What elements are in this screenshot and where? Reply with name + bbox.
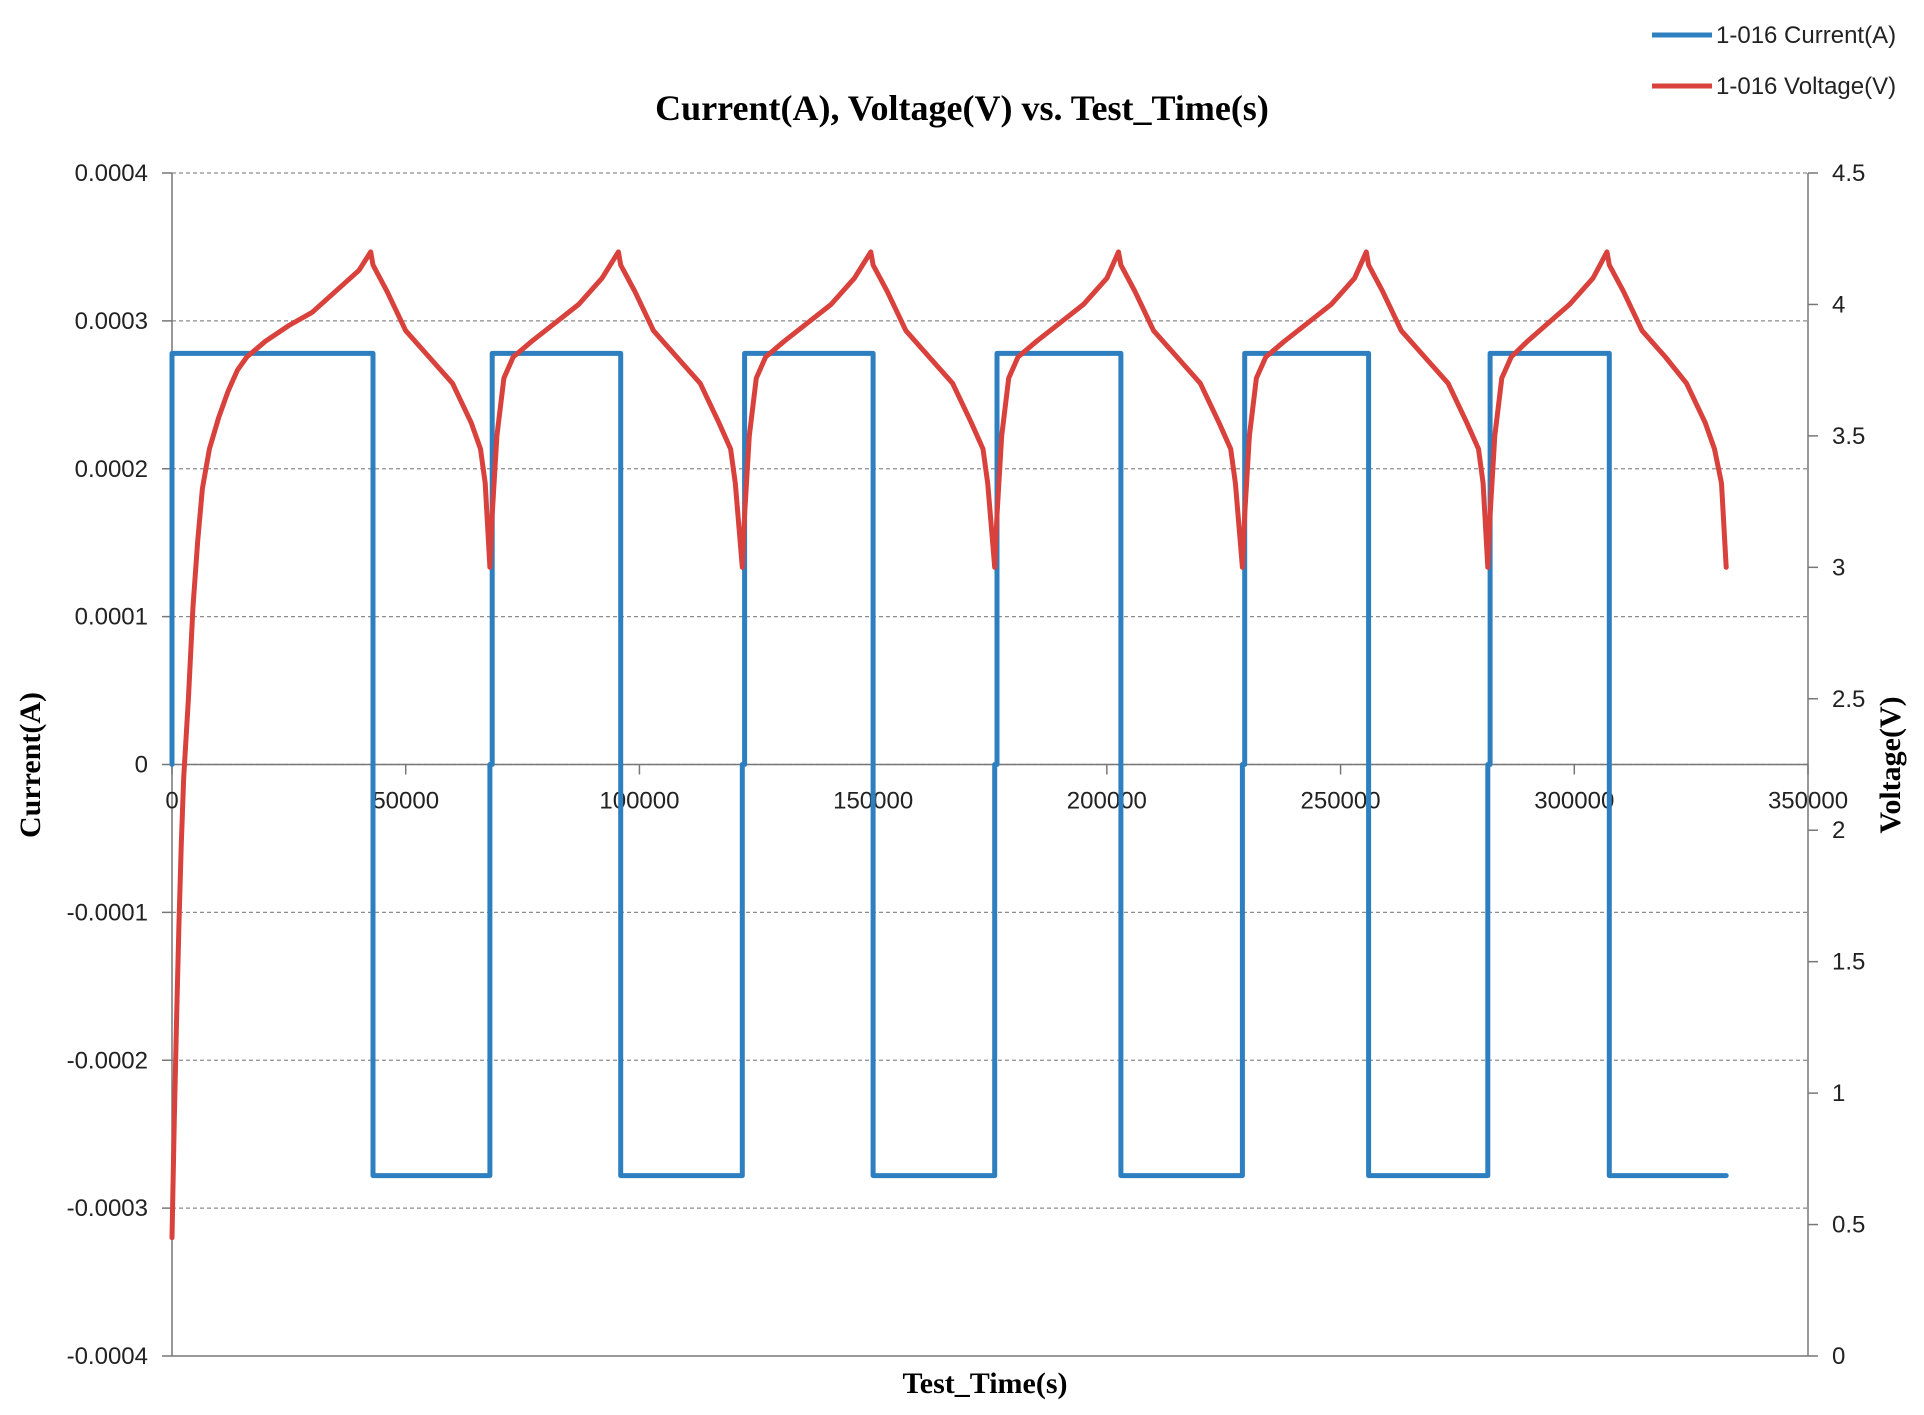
y-tick-label: -0.0001	[67, 899, 148, 926]
y2-tick-label: 4	[1832, 291, 1845, 318]
y-tick-label: 0.0001	[75, 604, 148, 631]
y2-tick-label: 2.5	[1832, 686, 1865, 713]
y-tick-label: 0.0003	[75, 308, 148, 335]
y-axis-label: Current(A)	[14, 692, 47, 838]
y2-tick-labels: 0 0.5 1 1.5 2 2.5 3 3.5 4 4.5	[1832, 160, 1865, 1370]
y-tick-label: 0	[135, 752, 148, 779]
y-tick-label: 0.0002	[75, 456, 148, 483]
y-tick-label: -0.0002	[67, 1047, 148, 1074]
y2-tick-label: 2	[1832, 817, 1845, 844]
legend: 1-016 Current(A) 1-016 Voltage(V)	[1652, 22, 1896, 100]
x-tick-label: 350000	[1768, 788, 1848, 815]
y2-tick-label: 3	[1832, 554, 1845, 581]
legend-label-current: 1-016 Current(A)	[1716, 22, 1896, 49]
x-tick-label: 0	[165, 788, 178, 815]
y2-axis-label: Voltage(V)	[1874, 696, 1907, 833]
series-line-current	[169, 350, 1729, 1179]
y2-tick-label: 0	[1832, 1343, 1845, 1370]
y2-tick-label: 1.5	[1832, 949, 1865, 976]
axes	[162, 172, 1818, 1357]
series-line-voltage	[169, 249, 1729, 1241]
x-tick-label: 50000	[372, 788, 439, 815]
y2-tick-label: 0.5	[1832, 1212, 1865, 1239]
y2-tick-label: 3.5	[1832, 423, 1865, 450]
x-axis-label: Test_Time(s)	[903, 1367, 1068, 1400]
x-tick-label: 200000	[1067, 788, 1147, 815]
grid	[172, 172, 1808, 1209]
y-tick-label: 0.0004	[75, 160, 148, 187]
chart-title: Current(A), Voltage(V) vs. Test_Time(s)	[655, 88, 1269, 128]
x-tick-label: 300000	[1534, 788, 1614, 815]
series-lines	[169, 249, 1729, 1241]
x-tick-labels: 0 50000 100000 150000 200000 250000 300000 3500…	[165, 788, 1848, 815]
legend-label-voltage: 1-016 Voltage(V)	[1716, 73, 1896, 100]
y2-tick-label: 1	[1832, 1080, 1845, 1107]
x-tick-label: 100000	[599, 788, 679, 815]
y2-tick-label: 4.5	[1832, 160, 1865, 187]
y-tick-label: -0.0004	[67, 1343, 148, 1370]
y-tick-label: -0.0003	[67, 1195, 148, 1222]
y-tick-labels: -0.0004 -0.0003 -0.0002 -0.0001 0 0.0001 0.000…	[67, 160, 148, 1370]
